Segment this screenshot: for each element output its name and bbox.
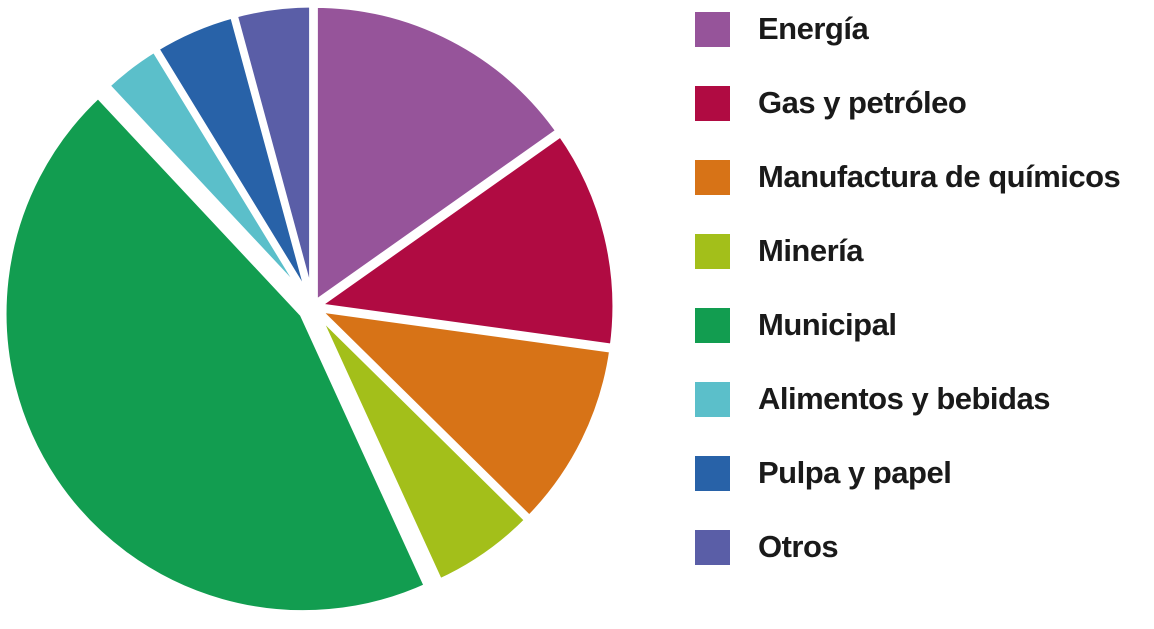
legend-item: Alimentos y bebidas (695, 379, 1050, 419)
legend-swatch (695, 455, 730, 491)
legend-item: Otros (695, 527, 839, 567)
pie-slice-3 (312, 304, 617, 523)
pie-chart (0, 0, 620, 618)
legend-label: Otros (758, 529, 839, 564)
pie-slice-5 (0, 91, 432, 618)
legend-swatch (695, 529, 730, 565)
legend-label: Energía (758, 11, 869, 46)
legend-item: Pulpa y papel (695, 453, 952, 493)
legend-item: Energía (695, 9, 869, 49)
legend-label: Manufactura de químicos (758, 159, 1121, 194)
legend-item: Gas y petróleo (695, 83, 967, 123)
pie-slice-8 (230, 0, 317, 308)
pie-slice-1 (310, 0, 563, 308)
legend-label: Minería (758, 233, 864, 268)
legend-item: Manufactura de químicos (695, 157, 1121, 197)
legend-label: Gas y petróleo (758, 85, 967, 120)
legend-swatch (695, 159, 730, 195)
legend-label: Alimentos y bebidas (758, 381, 1050, 416)
legend-label: Municipal (758, 307, 897, 342)
legend-item: Minería (695, 231, 864, 271)
legend-swatch (695, 381, 730, 417)
legend-swatch (695, 307, 730, 343)
legend-swatch (695, 233, 730, 269)
legend-item: Municipal (695, 305, 897, 345)
legend-swatch (695, 85, 730, 121)
legend-label: Pulpa y papel (758, 455, 952, 490)
legend-swatch (695, 11, 730, 47)
legend: Energía Gas y petróleo Manufactura de quím… (695, 0, 1150, 629)
pie-slice-4 (311, 305, 532, 586)
pie-slice-2 (312, 129, 620, 351)
